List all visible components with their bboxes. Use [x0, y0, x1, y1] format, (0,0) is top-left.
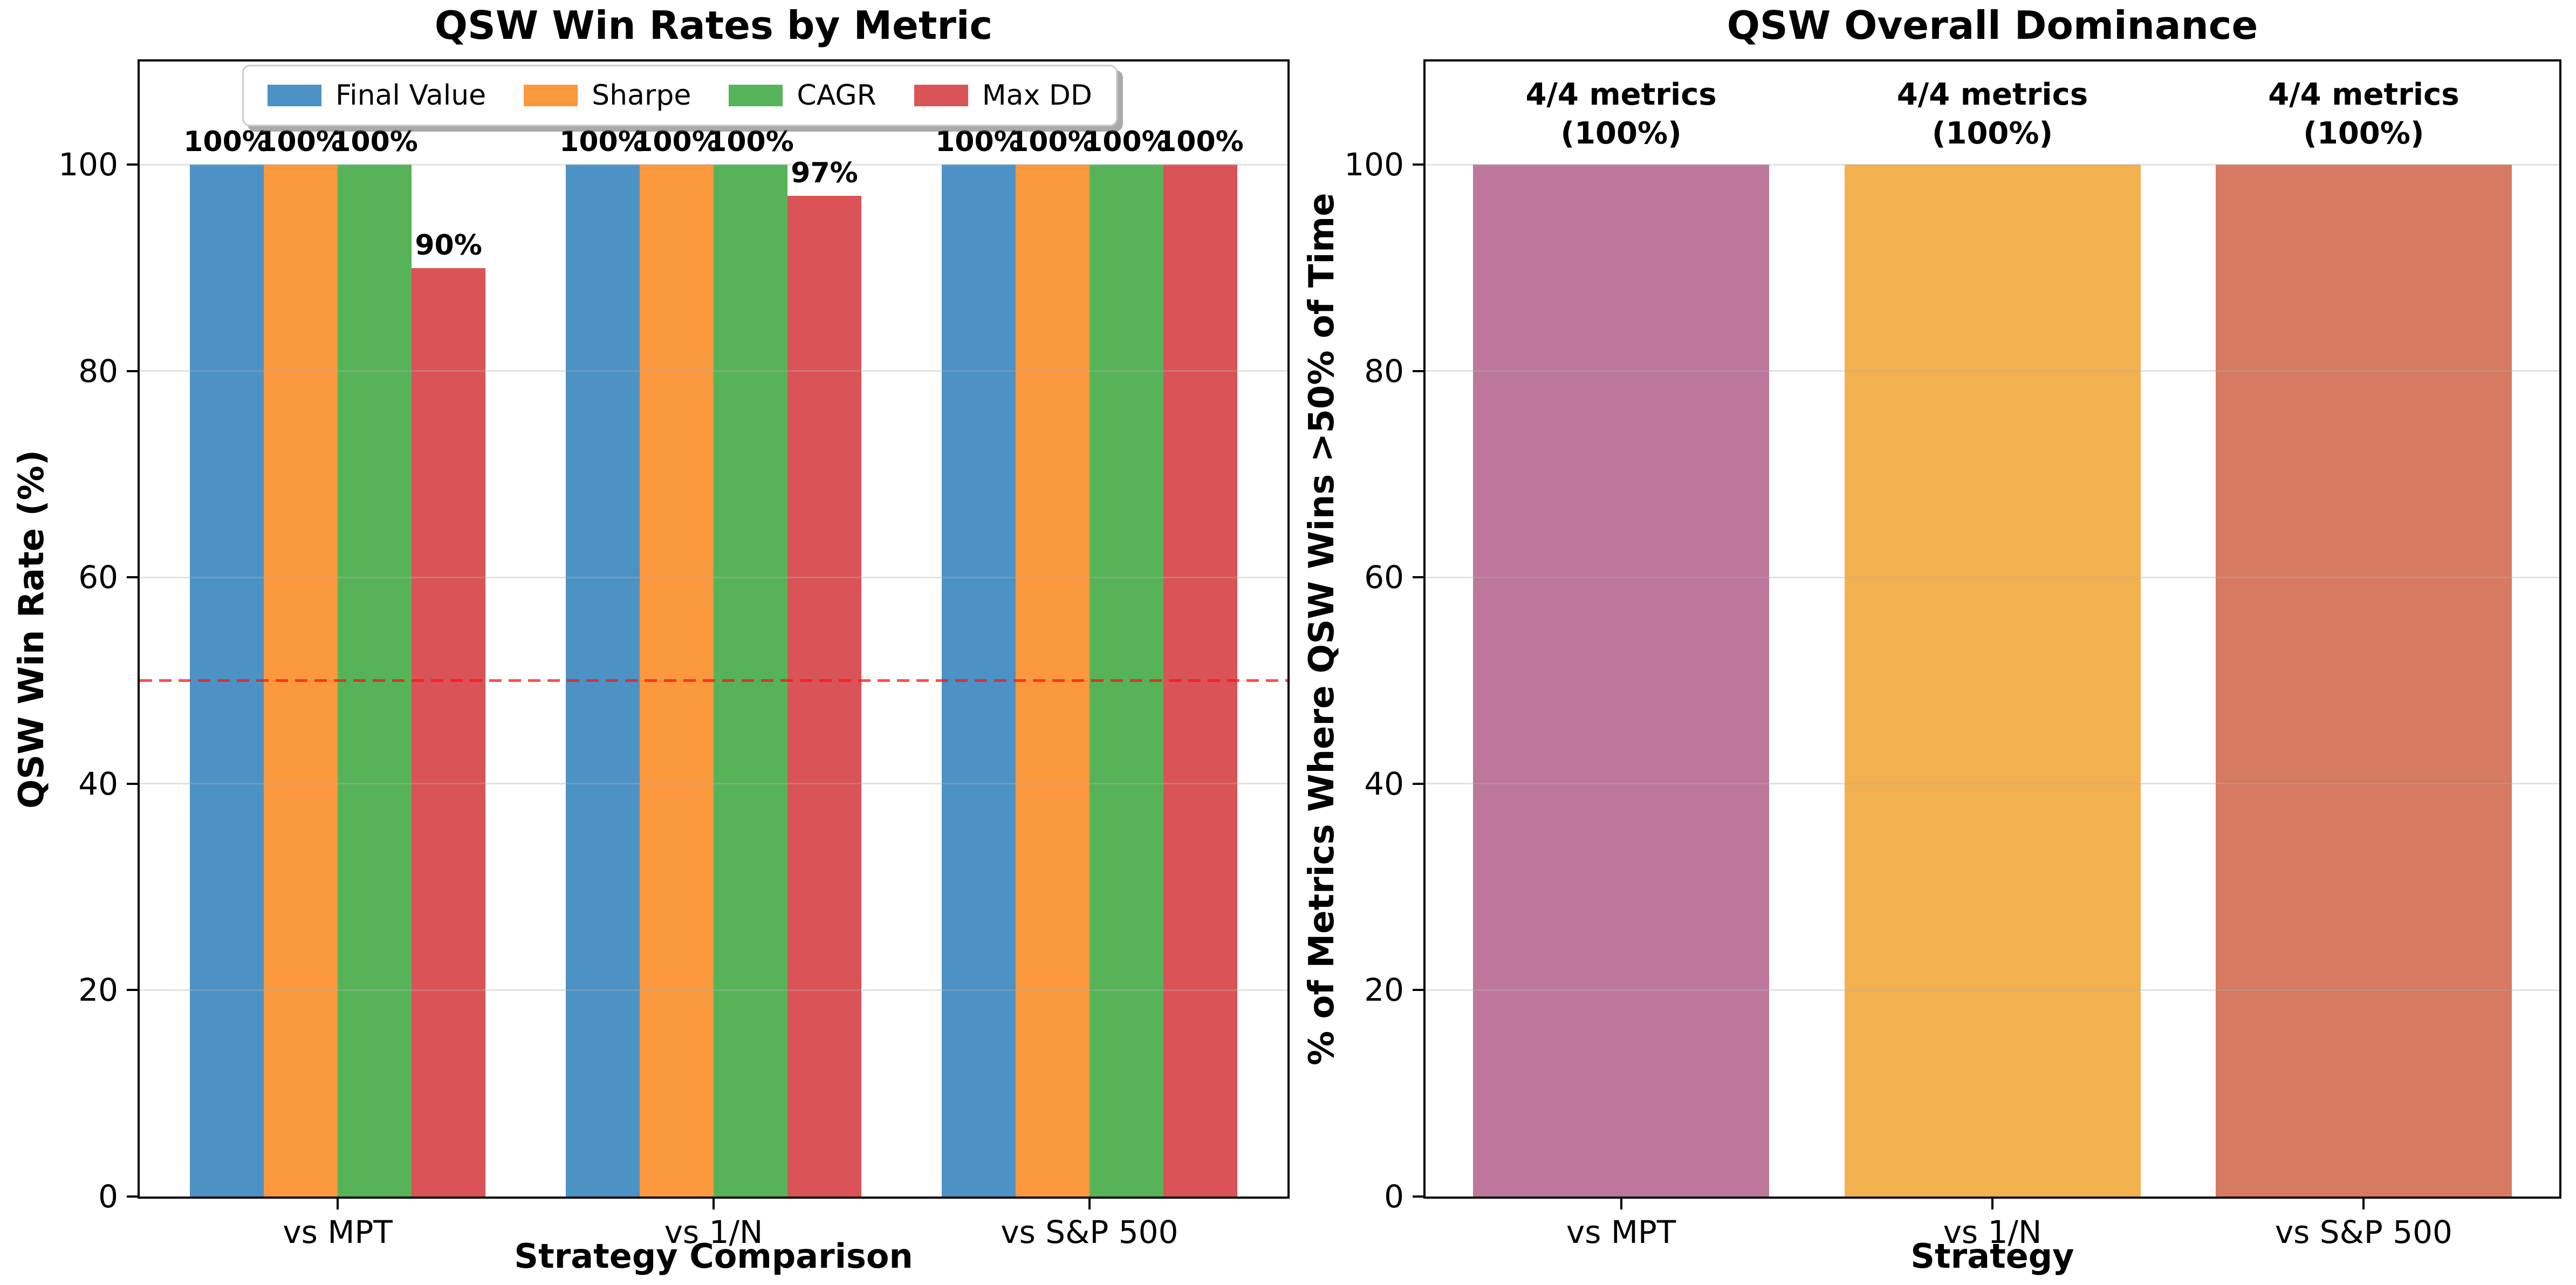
y-tick-label: 0 — [1384, 1178, 1404, 1215]
bar-value-label: 97% — [791, 156, 858, 189]
x-tick-label: vs S&P 500 — [1001, 1214, 1179, 1250]
y-tick-mark — [1413, 163, 1423, 166]
gridline — [140, 783, 1287, 785]
bar-value-label: 100% — [707, 126, 794, 159]
x-tick-mark — [1088, 1199, 1091, 1209]
legend-item: Max DD — [914, 79, 1092, 112]
gridline — [140, 989, 1287, 991]
gridline — [1426, 370, 2559, 372]
legend-item: CAGR — [729, 79, 876, 112]
x-tick-label: vs MPT — [283, 1214, 393, 1250]
bar-annotation: 4/4 metrics (100%) — [2148, 76, 2576, 153]
legend-label: Max DD — [982, 79, 1092, 112]
x-tick-mark — [2362, 1199, 2365, 1209]
y-tick-label: 40 — [78, 765, 118, 802]
y-tick-label: 0 — [98, 1178, 118, 1215]
y-tick-mark — [1413, 370, 1423, 372]
bar-value-label: 100% — [257, 126, 344, 159]
right-chart-title: QSW Overall Dominance — [1727, 3, 2258, 48]
legend-label: Sharpe — [592, 79, 691, 112]
left-plot-area: 0 20 40 60 80 100 vs MPT vs 1/N vs S&P 500 100% 10… — [58, 59, 1290, 1250]
bar-vs-s-p-500 — [2215, 165, 2512, 1197]
y-tick-mark — [127, 989, 138, 992]
bar-value-label: 100% — [559, 126, 646, 159]
x-tick-mark — [337, 1199, 339, 1209]
y-tick-label: 80 — [78, 352, 118, 389]
right-plot-area: 0 20 40 60 80 100 vs MPT vs 1/N vs S&P 500 4/4 me… — [1344, 59, 2561, 1250]
bar-value-label: 100% — [331, 126, 418, 159]
bar-vs-1-n — [1844, 165, 2141, 1197]
legend-label: CAGR — [797, 79, 876, 112]
x-tick-label: vs S&P 500 — [2274, 1214, 2452, 1250]
annotation-line2: (100%) — [1560, 115, 1682, 151]
y-tick-label: 100 — [1344, 146, 1404, 183]
bar-max-dd — [412, 268, 486, 1197]
bar-value-label: 100% — [1157, 126, 1244, 159]
legend-label: Final Value — [335, 79, 487, 112]
bar-value-label: 90% — [415, 229, 482, 262]
x-tick-label: vs 1/N — [664, 1214, 763, 1250]
annotation-line2: (100%) — [2303, 115, 2424, 151]
left-x-axis-label: Strategy Comparison — [514, 1236, 913, 1276]
left-y-axis-label: QSW Win Rate (%) — [12, 449, 52, 809]
bar-value-label: 100% — [1083, 126, 1170, 159]
y-tick-mark — [127, 1195, 138, 1198]
bar-max-dd — [787, 195, 861, 1197]
bar-value-label: 100% — [183, 126, 270, 159]
annotation-line1: 4/4 metrics — [1525, 77, 1717, 112]
x-tick-label: vs 1/N — [1943, 1214, 2042, 1250]
annotation-line2: (100%) — [1931, 115, 2053, 151]
x-tick-mark — [1620, 1199, 1622, 1209]
y-tick-mark — [127, 370, 138, 372]
gridline — [1426, 163, 2559, 166]
y-tick-label: 100 — [58, 146, 118, 183]
legend-swatch-final-value — [268, 85, 321, 106]
y-tick-mark — [1413, 576, 1423, 579]
legend-item: Final Value — [268, 79, 486, 112]
y-tick-label: 20 — [1364, 972, 1404, 1009]
gridline — [140, 576, 1287, 578]
left-chart-title: QSW Win Rates by Metric — [434, 3, 993, 48]
legend-item: Sharpe — [524, 79, 691, 112]
right-y-axis-label: % of Metrics Where QSW Wins >50% of Time — [1302, 193, 1342, 1065]
bar-annotation: 4/4 metrics (100%) — [1777, 76, 2208, 153]
gridline — [1426, 783, 2559, 785]
x-tick-mark — [1991, 1199, 1993, 1209]
annotation-line1: 4/4 metrics — [2268, 77, 2459, 112]
x-tick-mark — [712, 1199, 715, 1209]
y-tick-mark — [1413, 989, 1423, 992]
legend-swatch-max-dd — [914, 85, 968, 106]
gridline — [140, 370, 1287, 372]
y-tick-label: 60 — [1364, 559, 1404, 596]
y-tick-mark — [1413, 782, 1423, 785]
y-tick-mark — [127, 163, 138, 166]
gridline — [1426, 576, 2559, 578]
gridline — [140, 163, 1287, 166]
y-tick-label: 60 — [78, 559, 118, 596]
reference-line-50pct — [140, 679, 1287, 682]
y-tick-label: 80 — [1364, 352, 1404, 389]
annotation-line1: 4/4 metrics — [1896, 77, 2088, 112]
right-x-axis-label: Strategy — [1910, 1236, 2074, 1276]
y-tick-mark — [1413, 1195, 1423, 1198]
y-tick-mark — [127, 576, 138, 579]
y-tick-label: 40 — [1364, 765, 1404, 802]
bar-value-label: 100% — [935, 126, 1022, 159]
gridline — [1426, 989, 2559, 991]
legend-swatch-cagr — [729, 85, 783, 106]
bar-annotation: 4/4 metrics (100%) — [1406, 76, 1837, 153]
y-tick-label: 20 — [78, 972, 118, 1009]
legend: Final Value Sharpe CAGR Max DD — [242, 65, 1118, 126]
legend-swatch-sharpe — [524, 85, 578, 106]
bar-value-label: 100% — [633, 126, 720, 159]
bar-value-label: 100% — [1009, 126, 1096, 159]
x-tick-label: vs MPT — [1566, 1214, 1676, 1250]
y-tick-mark — [127, 782, 138, 785]
bar-vs-mpt — [1473, 165, 1770, 1197]
